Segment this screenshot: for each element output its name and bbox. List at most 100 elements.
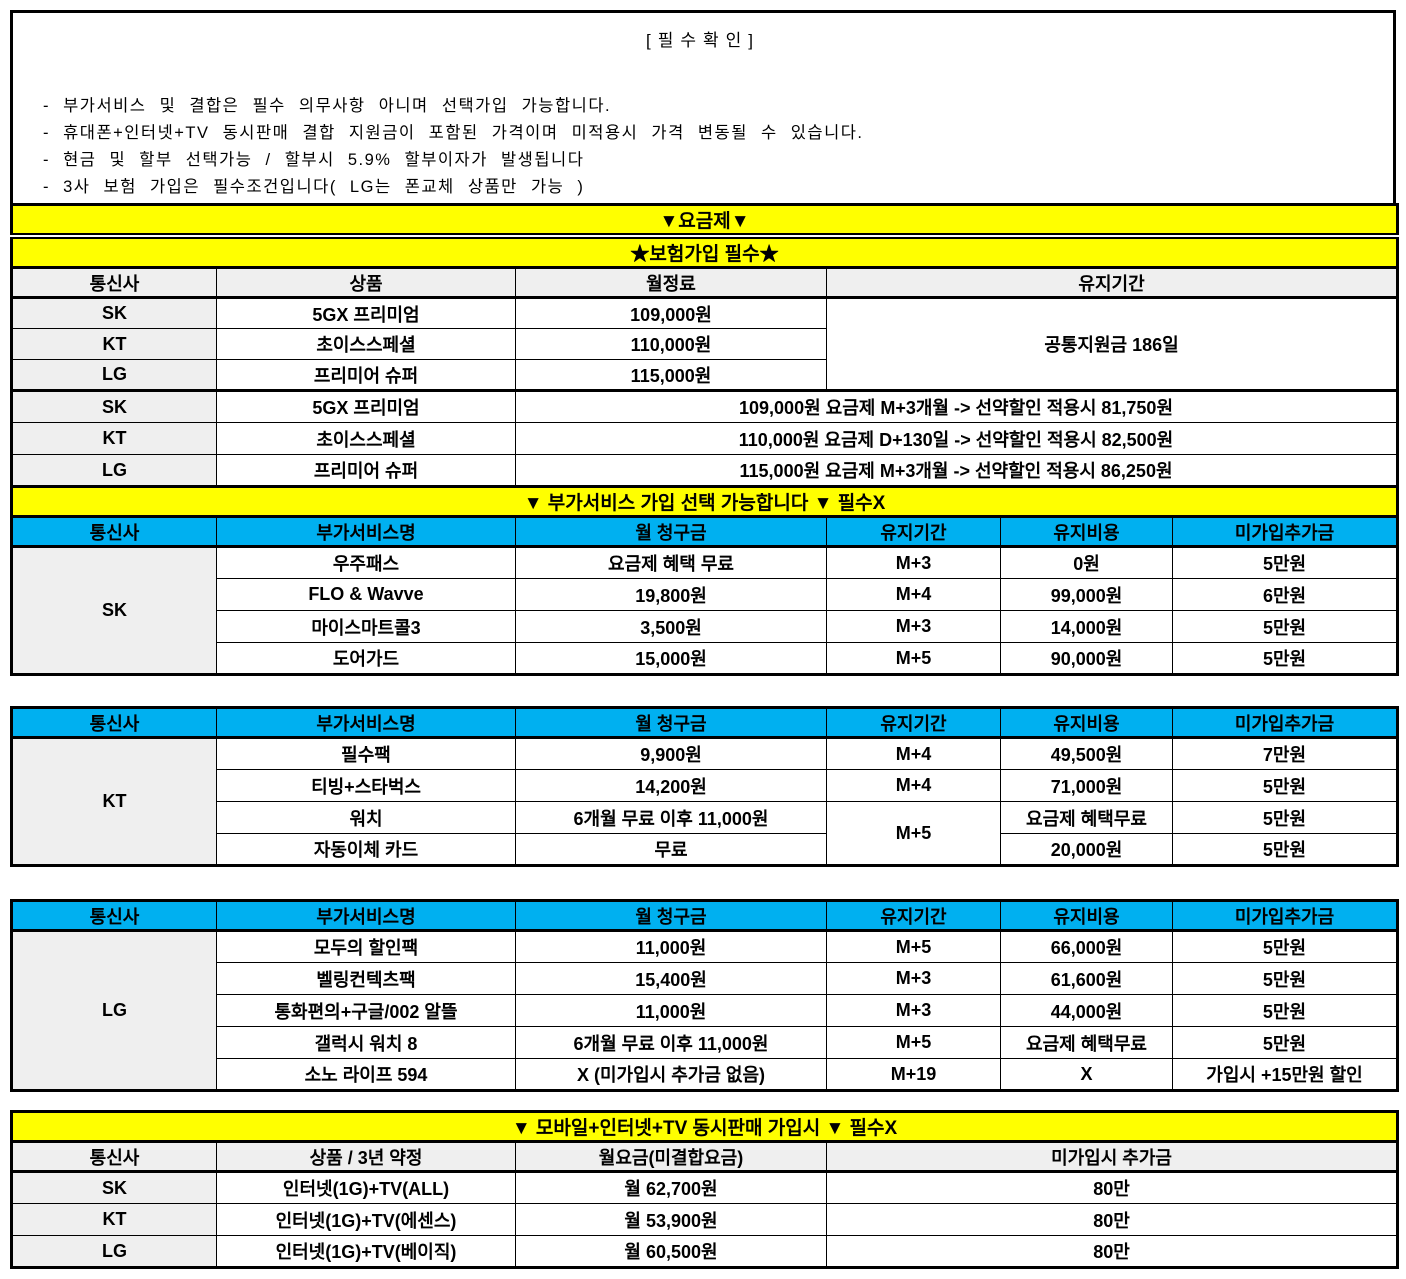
column-header: 상품 — [216, 267, 516, 299]
column-header: 월요금(미결합요금) — [515, 1141, 827, 1173]
table-row: LG 인터넷(1G)+TV(베이직) 월 60,500원 80만 — [11, 1235, 1399, 1268]
table-row: KT 인터넷(1G)+TV(에센스) 월 53,900원 80만 — [11, 1203, 1399, 1236]
carrier-cell: SK — [11, 297, 217, 329]
bundle-table: ▼ 모바일+인터넷+TV 동시판매 가입시 ▼ 필수X 통신사 상품 / 3년 … — [10, 1110, 1400, 1269]
cost-cell: 49,500원 — [1000, 737, 1173, 770]
banner-insurance: ★보험가입 필수★ — [10, 235, 1399, 269]
column-header: 월 청구금 — [515, 900, 827, 932]
penalty-cell: 6만원 — [1171, 578, 1399, 611]
column-header: 월 청구금 — [515, 707, 827, 739]
penalty-cell: 5만원 — [1172, 801, 1398, 834]
column-header: 유지비용 — [1000, 900, 1173, 932]
penalty-cell: 80만 — [825, 1203, 1399, 1236]
penalty-cell: 가입시 +15만원 할인 — [1172, 1058, 1398, 1091]
column-header: 월정료 — [515, 267, 827, 299]
period-cell: M+4 — [826, 769, 1001, 802]
column-header: 통신사 — [11, 707, 217, 739]
product-cell: 인터넷(1G)+TV(베이직) — [216, 1235, 516, 1268]
column-header: 부가서비스명 — [216, 516, 516, 548]
monthly-cell: 15,400원 — [515, 962, 827, 995]
column-header: 부가서비스명 — [216, 707, 516, 739]
notice-line: - 부가서비스 및 결합은 필수 의무사항 아니며 선택가입 가능합니다. — [43, 97, 612, 115]
table-row: KT 초이스스페셜 110,000원 요금제 D+130일 -> 선약할인 적용… — [11, 422, 1399, 455]
addon-name-cell: 도어가드 — [216, 642, 516, 675]
monthly-cell: 월 60,500원 — [515, 1235, 827, 1268]
banner-bundle: ▼ 모바일+인터넷+TV 동시판매 가입시 ▼ 필수X — [10, 1111, 1399, 1143]
table-row: 통화편의+구글/002 알뜰 11,000원 M+3 44,000원 5만원 — [12, 994, 1398, 1027]
column-header: 유지비용 — [1000, 516, 1173, 548]
table-row: LG 프리미어 슈퍼 115,000원 요금제 M+3개월 -> 선약할인 적용… — [11, 454, 1399, 487]
table-row: SK 5GX 프리미엄 109,000원 요금제 M+3개월 -> 선약할인 적… — [11, 389, 1399, 423]
addon-name-cell: 갤럭시 워치 8 — [216, 1026, 516, 1059]
monthly-cell: 14,200원 — [515, 769, 827, 802]
product-cell: 프리미어 슈퍼 — [216, 454, 516, 487]
carrier-cell: SK — [11, 546, 217, 675]
notice-title: [필수확인] — [645, 31, 760, 50]
period-cell: M+19 — [826, 1058, 1001, 1091]
table-row: 마이스마트콜3 3,500원 M+3 14,000원 5만원 — [12, 610, 1399, 643]
monthly-cell: 19,800원 — [515, 578, 827, 611]
column-header: 미가입추가금 — [1171, 516, 1399, 548]
cost-cell: 14,000원 — [1000, 610, 1173, 643]
plan-and-sk-table: ▼요금제▼ ★보험가입 필수★ 통신사 상품 월정료 유지기간 SK 5GX 프… — [10, 203, 1400, 676]
column-header: 통신사 — [11, 516, 217, 548]
column-header: 미가입시 추가금 — [825, 1141, 1399, 1173]
table-row: SK 5GX 프리미엄 109,000원 공통지원금 186일 — [11, 297, 1399, 391]
column-header: 유지기간 — [826, 900, 1001, 932]
penalty-cell: 5만원 — [1172, 1026, 1398, 1059]
column-header: 유지기간 — [825, 267, 1399, 299]
discount-note-cell: 110,000원 요금제 D+130일 -> 선약할인 적용시 82,500원 — [514, 422, 1399, 455]
period-cell: M+4 — [826, 578, 1001, 611]
period-cell: M+4 — [826, 737, 1001, 770]
penalty-cell: 5만원 — [1172, 994, 1398, 1027]
monthly-cell: 6개월 무료 이후 11,000원 — [515, 801, 827, 834]
column-header: 유지기간 — [826, 516, 1001, 548]
table-row: SK 인터넷(1G)+TV(ALL) 월 62,700원 80만 — [11, 1171, 1399, 1204]
banner-addon: ▼ 부가서비스 가입 선택 가능합니다 ▼ 필수X — [10, 485, 1399, 518]
table-row: LG 프리미어 슈퍼 115,000원 — [11, 359, 1398, 391]
table-row: KT 초이스스페셜 110,000원 — [11, 328, 1398, 360]
penalty-cell: 5만원 — [1172, 962, 1398, 995]
column-header: 월 청구금 — [515, 516, 827, 548]
addon-name-cell: 마이스마트콜3 — [216, 610, 516, 643]
column-header: 미가입추가금 — [1172, 707, 1398, 739]
lg-addon-table: 통신사 부가서비스명 월 청구금 유지기간 유지비용 미가입추가금 LG 모두의… — [10, 899, 1399, 1092]
product-cell: 5GX 프리미엄 — [216, 297, 516, 329]
carrier-cell: KT — [11, 328, 217, 360]
fee-cell: 109,000원 — [515, 297, 827, 329]
table-row: SK 우주패스 요금제 혜택 무료 M+3 0원 5만원 — [11, 546, 1399, 675]
monthly-cell: 11,000원 — [515, 994, 827, 1027]
monthly-cell: 월 62,700원 — [515, 1171, 827, 1204]
monthly-cell: 11,000원 — [515, 930, 827, 963]
cost-cell: 99,000원 — [1000, 578, 1173, 611]
penalty-cell: 7만원 — [1172, 737, 1398, 770]
monthly-cell: 요금제 혜택 무료 — [515, 546, 827, 579]
table-row: LG 모두의 할인팩 11,000원 M+5 66,000원 5만원 — [11, 930, 1398, 1091]
column-header: 상품 / 3년 약정 — [216, 1141, 516, 1173]
carrier-cell: SK — [11, 389, 217, 423]
carrier-cell: KT — [11, 737, 217, 866]
penalty-cell: 5만원 — [1172, 930, 1398, 963]
period-cell: M+3 — [826, 994, 1001, 1027]
addon-name-cell: 벨링컨텍츠팩 — [216, 962, 516, 995]
penalty-cell: 5만원 — [1172, 769, 1398, 802]
monthly-cell: 15,000원 — [515, 642, 827, 675]
table-row: 티빙+스타벅스 14,200원 M+4 71,000원 5만원 — [12, 769, 1398, 802]
penalty-cell: 80만 — [825, 1235, 1399, 1268]
carrier-cell: SK — [11, 1171, 217, 1204]
carrier-cell: LG — [11, 454, 217, 487]
table-row: 소노 라이프 594 X (미가입시 추가금 없음) M+19 X 가입시 +1… — [12, 1058, 1398, 1091]
addon-name-cell: 티빙+스타벅스 — [216, 769, 516, 802]
carrier-cell: KT — [11, 422, 217, 455]
cost-cell: 44,000원 — [1000, 994, 1173, 1027]
product-cell: 프리미어 슈퍼 — [216, 359, 516, 391]
cost-cell: 66,000원 — [1000, 930, 1173, 963]
banner-plan: ▼요금제▼ — [10, 204, 1399, 239]
penalty-cell: 80만 — [825, 1171, 1399, 1204]
product-cell: 초이스스페셜 — [216, 328, 516, 360]
addon-name-cell: 워치 — [216, 801, 516, 834]
column-header: 통신사 — [11, 267, 217, 299]
column-header: 통신사 — [11, 900, 217, 932]
table-row: 벨링컨텍츠팩 15,400원 M+3 61,600원 5만원 — [12, 962, 1398, 995]
product-cell: 인터넷(1G)+TV(ALL) — [216, 1171, 516, 1204]
